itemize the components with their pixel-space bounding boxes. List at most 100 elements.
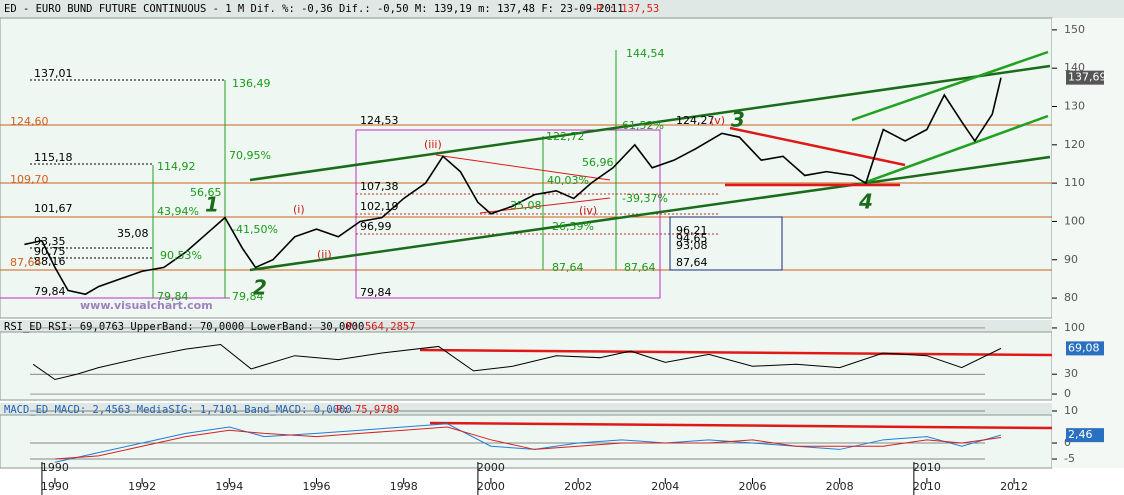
annotation: 114,92: [157, 160, 196, 173]
wave-label: 2: [253, 276, 267, 300]
channel-line: [249, 64, 1051, 182]
annotation: 90,75: [34, 245, 66, 258]
y-tick-label: 120: [1064, 138, 1085, 151]
drawings: [0, 50, 1053, 430]
last-value-box: [1066, 341, 1104, 356]
y-tick-label: 10: [1064, 404, 1078, 417]
axis-strip: [1052, 18, 1124, 468]
annotation: 122,72: [546, 130, 585, 143]
annotation: 94,65: [676, 232, 708, 245]
annotation: 90,53%: [160, 249, 202, 262]
annotation: 96,99: [360, 220, 392, 233]
last-price: P : 137,53: [596, 3, 659, 15]
annotation: 70,95%: [229, 149, 271, 162]
wave-label: 4: [858, 190, 873, 214]
annotation: 137,01: [34, 67, 73, 80]
last-value-box: [1066, 70, 1104, 85]
annotation: 96,21: [676, 224, 708, 237]
annotation: 107,38: [360, 180, 399, 193]
macd-title: MACD_ED MACD: 2,4563 MediaSIG: 1,7101 Ba…: [4, 404, 352, 416]
annotation: 26,59%: [552, 220, 594, 233]
y-tick-label: 150: [1064, 23, 1085, 36]
x-tick-label: 2004: [651, 480, 679, 493]
y-tick-label: 80: [1064, 291, 1078, 304]
chart-title: ED - EURO BUND FUTURE CONTINUOUS - 1 M D…: [4, 3, 624, 15]
annotation: 124,60: [10, 115, 49, 128]
rsi-p: P: 564,2857: [346, 321, 416, 333]
annotation: (i): [293, 203, 305, 216]
y-tick-label: 130: [1064, 100, 1085, 113]
annotation: 102,19: [360, 200, 399, 213]
x-tick-label: 1996: [303, 480, 331, 493]
annotation: 56,96: [582, 156, 614, 169]
decade-label: 2010: [913, 461, 941, 474]
last-value-label: 137,69: [1068, 71, 1107, 84]
rsi-title: RSI_ED RSI: 69,0763 UpperBand: 70,0000 L…: [4, 321, 364, 333]
annotation: (iii): [424, 138, 442, 151]
annotation: (iv): [579, 204, 597, 217]
annotation: 40,03%: [547, 174, 589, 187]
wave-label: 3: [731, 108, 745, 132]
annotation: 109,70: [10, 173, 49, 186]
x-tick-label: 2002: [564, 480, 592, 493]
annotation: -39,37%: [622, 192, 668, 205]
last-value-box: [1066, 428, 1104, 443]
x-tick-label: 1990: [41, 480, 69, 493]
annotation: 79,84: [34, 285, 66, 298]
annotation: 87,64: [624, 261, 656, 274]
channel-line: [857, 114, 1049, 187]
y-tick-label: 90: [1064, 253, 1078, 266]
decade-label: 2000: [477, 461, 505, 474]
decade-label: 1990: [41, 461, 69, 474]
annotation: 61,52%: [622, 119, 664, 132]
x-tick-label: 1994: [215, 480, 243, 493]
annotation: 87,64: [552, 261, 584, 274]
x-tick-label: 1992: [128, 480, 156, 493]
wave-label: 1: [205, 193, 219, 217]
annotation: 144,54: [626, 47, 665, 60]
series-line: [24, 77, 1002, 296]
series-line: [32, 343, 1002, 381]
annotation: -41,50%: [232, 223, 278, 236]
y-tick-label: 0: [1064, 387, 1071, 400]
annotation: 93,35: [34, 235, 66, 248]
trend-line: [729, 126, 906, 167]
annotation: 43,94%: [157, 205, 199, 218]
annotation: 136,49: [232, 77, 271, 90]
x-tick-label: 2006: [738, 480, 766, 493]
rsi-panel: [0, 331, 1053, 401]
y-tick-label: 30: [1064, 367, 1078, 380]
annotation: 124,53: [360, 114, 399, 127]
annotation: 79,84: [157, 290, 189, 303]
watermark: www.visualchart.com: [80, 299, 213, 312]
last-value-label: 69,08: [1068, 341, 1100, 354]
trend-line: [435, 154, 611, 181]
y-tick-label: 0: [1064, 436, 1071, 449]
channel-line: [249, 155, 1051, 272]
macd-p: P: 75,9789: [336, 404, 399, 416]
annotation: 88,16: [34, 255, 66, 268]
macd-header-bar: [0, 403, 1124, 415]
y-tick-label: 100: [1064, 321, 1085, 334]
annotation: 35,08: [117, 227, 149, 240]
target-box: [669, 216, 783, 271]
annotation: (ii): [317, 248, 332, 261]
header-bar: [0, 0, 1124, 18]
last-value-label: 2,46: [1068, 428, 1093, 441]
trend-line: [429, 421, 1053, 430]
annotation: 79,84: [232, 290, 264, 303]
annotation: 87,64: [676, 256, 708, 269]
annotation: 124,27: [676, 114, 715, 127]
y-tick-label: -5: [1064, 452, 1075, 465]
annotation: 115,18: [34, 151, 73, 164]
annotation: 87,64: [10, 256, 42, 269]
rsi-header-bar: [0, 320, 1124, 332]
annotation: (v): [710, 114, 725, 127]
x-tick-label: 1998: [390, 480, 418, 493]
annotation: 35,08: [510, 199, 542, 212]
x-tick-label: 2008: [826, 480, 854, 493]
annotation: 93,08: [676, 239, 708, 252]
series-line: [54, 426, 1002, 460]
x-tick-label: 2000: [477, 480, 505, 493]
